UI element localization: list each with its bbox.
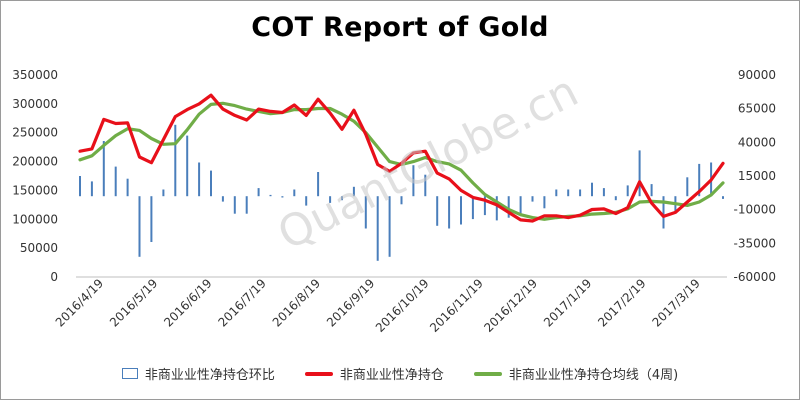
line-series bbox=[78, 93, 725, 223]
bar-42 bbox=[579, 189, 582, 197]
bar-32 bbox=[460, 196, 462, 225]
x-tick-5: 2016/9/19 bbox=[324, 276, 377, 329]
bar-41 bbox=[567, 189, 570, 197]
net-position-line bbox=[78, 93, 725, 223]
bar-6 bbox=[150, 196, 153, 242]
bar-44 bbox=[602, 188, 605, 197]
x-tick-2: 2016/6/19 bbox=[161, 276, 214, 329]
bar-37 bbox=[519, 196, 522, 214]
legend-red-swatch bbox=[304, 371, 333, 376]
bar-0 bbox=[79, 176, 81, 197]
legend-item-ma[interactable]: 非商业业性净持仓均线（4周) bbox=[473, 364, 679, 383]
bar-21 bbox=[329, 196, 332, 203]
x-tick-8: 2016/12/19 bbox=[481, 276, 540, 335]
x-tick-1: 2016/5/19 bbox=[107, 276, 160, 329]
bar-25 bbox=[376, 196, 379, 261]
right-tick-6: 90000 bbox=[738, 68, 776, 82]
bar-33 bbox=[471, 196, 474, 220]
legend-label-bar: 非商业业性净持仓环比 bbox=[144, 368, 275, 383]
bar-16 bbox=[269, 194, 272, 197]
bar-24 bbox=[364, 196, 367, 229]
legend: 非商业业性净持仓环比 非商业业性净持仓 非商业业性净持仓均线（4周) bbox=[0, 364, 800, 383]
bar-series bbox=[79, 124, 724, 261]
bar-9 bbox=[186, 135, 189, 197]
bar-31 bbox=[448, 196, 451, 229]
bar-35 bbox=[495, 196, 498, 221]
bar-54 bbox=[722, 196, 724, 199]
bar-27 bbox=[400, 196, 403, 205]
legend-bar-swatch bbox=[121, 368, 138, 379]
right-tick-3: 15000 bbox=[738, 169, 776, 183]
bar-34 bbox=[483, 196, 486, 216]
x-tick-4: 2016/8/19 bbox=[270, 276, 323, 329]
right-tick-1: -35000 bbox=[733, 236, 776, 250]
bar-23 bbox=[352, 186, 355, 197]
bar-47 bbox=[638, 150, 641, 197]
left-tick-2: 100000 bbox=[12, 212, 58, 226]
legend-label-ma: 非商业业性净持仓均线（4周) bbox=[508, 368, 679, 383]
bar-4 bbox=[126, 178, 129, 197]
x-tick-9: 2017/1/19 bbox=[541, 276, 594, 329]
left-axis: 0 50000 100000 150000 200000 250000 300000 3500… bbox=[12, 68, 58, 284]
bar-39 bbox=[543, 196, 546, 209]
bar-30 bbox=[436, 196, 439, 226]
left-tick-5: 250000 bbox=[12, 126, 58, 140]
bar-5 bbox=[138, 196, 141, 257]
bar-26 bbox=[388, 196, 391, 257]
bar-29 bbox=[424, 174, 427, 197]
right-tick-0: -60000 bbox=[733, 270, 776, 284]
left-tick-7: 350000 bbox=[12, 68, 58, 82]
bar-36 bbox=[507, 196, 510, 218]
bar-2 bbox=[102, 141, 105, 197]
bar-51 bbox=[686, 177, 689, 197]
x-tick-11: 2017/3/19 bbox=[650, 276, 703, 329]
bar-15 bbox=[257, 188, 260, 197]
right-tick-2: -10000 bbox=[733, 203, 776, 217]
bar-19 bbox=[305, 196, 308, 206]
right-axis: -60000 -35000 -10000 15000 40000 65000 90000 bbox=[733, 68, 776, 284]
bar-43 bbox=[591, 182, 593, 197]
legend-label-net: 非商业业性净持仓 bbox=[339, 368, 444, 383]
bar-48 bbox=[650, 184, 653, 197]
bar-12 bbox=[221, 196, 224, 202]
bar-52 bbox=[698, 163, 701, 197]
bar-14 bbox=[245, 196, 248, 214]
x-tick-6: 2016/10/19 bbox=[373, 276, 432, 335]
bar-18 bbox=[293, 189, 296, 197]
bar-3 bbox=[114, 166, 117, 197]
bar-20 bbox=[317, 172, 320, 197]
bar-1 bbox=[90, 181, 93, 197]
legend-item-net[interactable]: 非商业业性净持仓 bbox=[304, 364, 444, 383]
bar-17 bbox=[281, 196, 284, 198]
bar-28 bbox=[412, 165, 415, 197]
left-tick-3: 150000 bbox=[12, 183, 58, 197]
legend-green-swatch bbox=[473, 371, 502, 376]
left-tick-4: 200000 bbox=[12, 155, 58, 169]
x-tick-0: 2016/4/19 bbox=[53, 276, 106, 329]
bar-49 bbox=[662, 196, 665, 229]
x-axis: 2016/4/19 2016/5/19 2016/6/19 2016/7/19 2016… bbox=[53, 276, 727, 335]
bar-45 bbox=[614, 196, 617, 201]
bar-46 bbox=[626, 185, 629, 197]
left-tick-1: 50000 bbox=[20, 241, 58, 255]
chart-title: COT Report of Gold bbox=[251, 12, 549, 43]
bar-10 bbox=[198, 162, 201, 197]
left-tick-6: 300000 bbox=[12, 97, 58, 111]
left-tick-0: 0 bbox=[50, 270, 58, 284]
bar-22 bbox=[341, 196, 343, 201]
x-tick-10: 2017/2/19 bbox=[595, 276, 648, 329]
bar-40 bbox=[555, 189, 558, 197]
right-tick-5: 65000 bbox=[738, 102, 776, 116]
bar-7 bbox=[162, 189, 165, 197]
x-tick-7: 2016/11/19 bbox=[427, 276, 486, 335]
bar-13 bbox=[233, 196, 236, 214]
bar-11 bbox=[210, 170, 212, 197]
legend-item-bar[interactable]: 非商业业性净持仓环比 bbox=[121, 364, 275, 383]
right-tick-4: 40000 bbox=[738, 135, 776, 149]
bar-8 bbox=[174, 124, 177, 197]
bar-38 bbox=[531, 196, 534, 202]
x-tick-3: 2016/7/19 bbox=[216, 276, 269, 329]
